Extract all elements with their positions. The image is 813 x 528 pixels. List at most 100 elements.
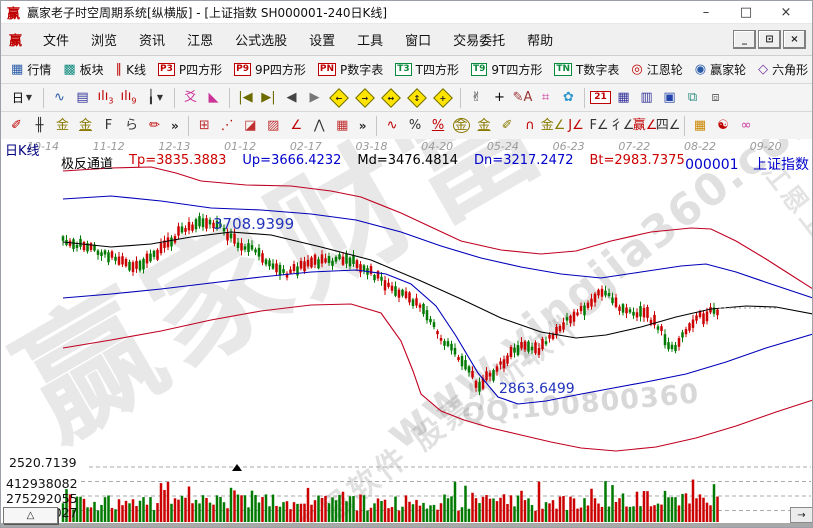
toolbar-9t-square-button[interactable]: T9 9T四方形 bbox=[465, 58, 548, 82]
pan-vertical-button[interactable]: ↕ bbox=[407, 87, 427, 108]
toolbar-9p-square-button[interactable]: P9 9P四方形 bbox=[228, 58, 312, 82]
cloud-tool-button[interactable]: ✿ bbox=[557, 87, 580, 109]
last-page-button[interactable]: ▶| bbox=[257, 87, 280, 109]
menu-item-trade[interactable]: 交易委托 bbox=[453, 34, 506, 49]
menu-item-window[interactable]: 窗口 bbox=[405, 34, 432, 49]
percent-line-tool-button[interactable]: % bbox=[427, 115, 450, 137]
volume-bar bbox=[702, 497, 705, 522]
scroll-right-button[interactable]: → bbox=[790, 507, 812, 523]
zigzag-tool-button[interactable]: ⋀ bbox=[308, 115, 331, 137]
infinity-tool-button[interactable]: ∞ bbox=[735, 115, 758, 137]
box-tool-button[interactable]: ⊞ bbox=[193, 115, 216, 137]
info-panel-button[interactable]: ▤ bbox=[71, 87, 94, 109]
color-wave-tool-button[interactable]: ◣ bbox=[202, 87, 225, 109]
prev-bar-button[interactable]: ◀ bbox=[280, 87, 303, 109]
toolbar-p-square-button[interactable]: P3 P四方形 bbox=[152, 58, 228, 82]
stamp-tool-button[interactable]: ⌗ bbox=[534, 87, 557, 109]
mdi-minimize[interactable]: _ bbox=[733, 30, 756, 49]
hand-tool-button[interactable]: ✌ bbox=[465, 87, 488, 109]
pan-horizontal-button[interactable]: ↔ bbox=[381, 87, 401, 108]
menu-item-tools[interactable]: 工具 bbox=[357, 34, 384, 49]
toolbar-overflow[interactable]: » bbox=[358, 118, 367, 133]
toolbar-overflow[interactable]: » bbox=[171, 118, 179, 133]
gold-section-tool-button[interactable]: 金 bbox=[74, 115, 97, 137]
grid-ruler-tool-button[interactable]: ╫ bbox=[28, 115, 51, 137]
grid-box-tool-button[interactable]: ▦ bbox=[331, 115, 354, 137]
chart-canvas[interactable]: 赢家财富www.yingjia360.comQQ:100800360赢家江恩软件… bbox=[1, 139, 813, 528]
gold-line-tool-button[interactable]: 金 bbox=[473, 115, 496, 137]
candle-style-button[interactable]: ╽ ▼ bbox=[140, 87, 170, 109]
win-angle-tool-button[interactable]: 赢∠ bbox=[633, 115, 658, 137]
pan-vertical-icon: ↕ bbox=[413, 92, 421, 102]
send-tool-button[interactable]: ⧈ bbox=[704, 87, 727, 109]
menu-item-gann[interactable]: 江恩 bbox=[187, 34, 214, 49]
volume-bar bbox=[366, 510, 369, 522]
next-bar-button[interactable]: ▶ bbox=[303, 87, 326, 109]
arc-tool-button[interactable]: ∩ bbox=[519, 115, 542, 137]
spiral-tool-button[interactable]: ら bbox=[120, 115, 143, 137]
pane-expand-button[interactable]: △ bbox=[3, 507, 58, 524]
toolbar-sectors-button[interactable]: ▩ 板块 bbox=[57, 58, 109, 82]
brush-tool-button[interactable]: ✐ bbox=[5, 115, 28, 137]
save-tool-button[interactable]: ▣ bbox=[658, 87, 681, 109]
mdi-restore[interactable]: ⊡ bbox=[758, 30, 781, 49]
mdi-close[interactable]: × bbox=[783, 30, 806, 49]
volume-bar bbox=[320, 497, 324, 522]
minimize-button[interactable]: – bbox=[702, 4, 710, 20]
menu-item-news[interactable]: 资讯 bbox=[139, 34, 166, 49]
bars-3-button[interactable]: ılı3 bbox=[94, 87, 117, 109]
pan-all-button[interactable]: + bbox=[433, 87, 453, 108]
gold-circle-tool-button[interactable]: 金 bbox=[450, 115, 473, 137]
menu-item-browse[interactable]: 浏览 bbox=[91, 34, 118, 49]
notes-tool-button[interactable]: ▥ bbox=[635, 87, 658, 109]
f-tool-button[interactable]: F bbox=[97, 115, 120, 137]
four-angle-tool-button[interactable]: 四∠ bbox=[656, 115, 681, 137]
toolbar-t-number-table-button[interactable]: TN T数字表 bbox=[548, 58, 625, 82]
angle-line-tool-button[interactable]: ∠ bbox=[285, 115, 308, 137]
close-button[interactable]: × bbox=[780, 4, 792, 20]
calendar-tool-button[interactable]: 21 bbox=[589, 87, 612, 109]
toolbar-hexagon-button[interactable]: ◇ 六角形 bbox=[752, 58, 812, 82]
menu-item-help[interactable]: 帮助 bbox=[527, 34, 554, 49]
marker-tool-button[interactable]: ✏ bbox=[143, 115, 166, 137]
menu-item-file[interactable]: 文件 bbox=[43, 34, 70, 49]
screenshot-tool-button[interactable]: ⧉ bbox=[681, 87, 704, 109]
percent-tool-button[interactable]: % bbox=[404, 115, 427, 137]
toolbar-p-number-table-button[interactable]: PN P数字表 bbox=[312, 58, 389, 82]
toolbar-t-square-button[interactable]: T3 T四方形 bbox=[389, 58, 465, 82]
pattern-tool-button[interactable]: 爻 bbox=[179, 87, 202, 109]
bars-9-sub: 9 bbox=[131, 96, 137, 106]
toolbar-kline-button[interactable]: ∥ K线 bbox=[110, 58, 152, 82]
toolbar-gann-wheel-button[interactable]: ◎ 江恩轮 bbox=[625, 58, 688, 82]
taiji-tool-button[interactable]: ☯ bbox=[712, 115, 735, 137]
candle-body bbox=[243, 246, 247, 250]
toolbar-winner-wheel-button[interactable]: ◉ 赢家轮 bbox=[689, 58, 752, 82]
maximize-button[interactable]: □ bbox=[739, 4, 753, 20]
f-angle-tool-button[interactable]: F∠ bbox=[588, 115, 611, 137]
annotate-tool-button[interactable]: ✎A bbox=[511, 87, 534, 109]
crosshair-tool-button[interactable]: + bbox=[488, 87, 511, 109]
fan-box-tool-button[interactable]: ◪ bbox=[239, 115, 262, 137]
gold-ratio-tool-button[interactable]: 金 bbox=[51, 115, 74, 137]
step-angle-tool-button[interactable]: 彳∠ bbox=[610, 115, 635, 137]
bars-9-button[interactable]: ılı9 bbox=[117, 87, 140, 109]
shade-box-tool-button[interactable]: ▨ bbox=[262, 115, 285, 137]
menu-item-settings[interactable]: 设置 bbox=[309, 34, 336, 49]
j-angle-tool-button[interactable]: J∠ bbox=[565, 115, 588, 137]
first-page-button[interactable]: |◀ bbox=[234, 87, 257, 109]
horizontal-scrollbar[interactable] bbox=[1, 523, 812, 527]
pan-left-button[interactable]: ← bbox=[329, 87, 349, 108]
wave-tool-button[interactable]: ∿ bbox=[48, 87, 71, 109]
brush-volume-tool-button[interactable]: ✐ bbox=[496, 115, 519, 137]
calculator-tool-button[interactable]: ▦ bbox=[612, 87, 635, 109]
matrix-tool-button[interactable]: ▦ bbox=[689, 115, 712, 137]
menu-item-formula-select[interactable]: 公式选股 bbox=[235, 34, 288, 49]
period-selector[interactable]: 日 ▼ bbox=[5, 87, 39, 109]
wave-percent-tool-button[interactable]: ∿ bbox=[381, 115, 404, 137]
volume-bar bbox=[625, 506, 628, 522]
mdi-system-icon[interactable]: 赢 bbox=[9, 34, 23, 49]
toolbar-quotes-button[interactable]: ▦ 行情 bbox=[5, 58, 57, 82]
pan-right-button[interactable]: → bbox=[355, 87, 375, 108]
gann-fan-tool-button[interactable]: ⋰ bbox=[216, 115, 239, 137]
gold-angle-tool-button[interactable]: 金∠ bbox=[541, 115, 566, 137]
